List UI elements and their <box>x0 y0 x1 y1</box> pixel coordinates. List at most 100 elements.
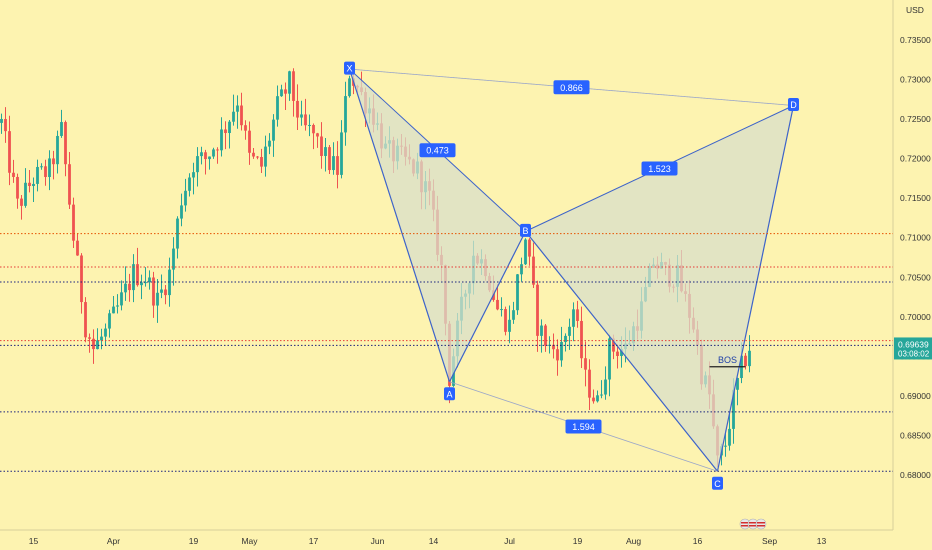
candle-body <box>140 282 143 286</box>
time-axis[interactable]: 15 Apr 19 May 17 Jun 14 Jul 19 Aug 16 Sep 13 <box>29 536 827 546</box>
candle-body <box>516 274 519 311</box>
candle-body <box>112 306 115 314</box>
candle-body <box>52 158 55 165</box>
current-price-bg <box>894 337 932 360</box>
candle-body <box>64 122 67 165</box>
price-tick-label: 0.72000 <box>900 154 931 164</box>
point-badge-text: A <box>446 389 452 399</box>
candle-body <box>340 132 343 175</box>
candle-body <box>100 336 103 341</box>
candle-body <box>744 355 747 367</box>
candle-body <box>76 240 79 256</box>
pattern-triangle-bcd <box>525 105 794 472</box>
candle-body <box>332 156 335 171</box>
candle-body <box>188 177 191 191</box>
candle-body <box>192 172 195 178</box>
time-tick-label: 14 <box>429 536 439 546</box>
pattern-point-d[interactable]: D <box>788 98 799 111</box>
pattern-triangle-xab <box>349 69 526 382</box>
candle-body <box>724 445 727 447</box>
candle-body <box>228 121 231 134</box>
pattern-point-x[interactable]: X <box>344 61 355 75</box>
candle-body <box>68 164 71 205</box>
time-tick-label: 15 <box>29 536 39 546</box>
candle-body <box>556 349 559 361</box>
candle-body <box>268 140 271 147</box>
time-tick-label: Jun <box>371 536 385 546</box>
candle-body <box>600 394 603 396</box>
flag-stripe <box>741 525 749 527</box>
candle-body <box>24 182 27 206</box>
ratio-label-xb[interactable]: 0.473 <box>419 143 456 158</box>
candle-body <box>232 111 235 122</box>
candle-body <box>156 292 159 306</box>
candle-body <box>144 282 147 284</box>
point-badge-text: X <box>346 64 352 74</box>
candle-body <box>0 118 3 123</box>
candle-body <box>496 299 499 310</box>
candle-body <box>196 156 199 173</box>
time-tick-label: Aug <box>626 536 641 546</box>
pattern-point-a[interactable]: A <box>444 387 455 401</box>
candle-body <box>152 277 155 306</box>
candle-body <box>308 124 311 126</box>
candle-body <box>20 198 23 206</box>
candle-body <box>508 319 511 332</box>
candle-body <box>584 358 587 370</box>
candle-body <box>84 302 87 338</box>
candle-body <box>512 310 515 320</box>
candle-body <box>16 176 19 199</box>
candle-body <box>276 96 279 120</box>
candle-body <box>120 292 123 306</box>
point-badge-text: B <box>522 226 528 236</box>
ratio-label-ac[interactable]: 1.594 <box>565 419 602 434</box>
candle-body <box>748 350 751 367</box>
candle-body <box>344 96 347 133</box>
flag-stripe <box>749 522 757 524</box>
candle-body <box>88 337 91 339</box>
candle-body <box>568 326 571 336</box>
candle-body <box>212 149 215 157</box>
candle-body <box>48 158 51 178</box>
candle-body <box>256 156 259 158</box>
candle-body <box>136 264 139 286</box>
ratio-label-ac-text: 1.594 <box>572 422 595 432</box>
candle-body <box>592 397 595 402</box>
candle-body <box>244 125 247 131</box>
candle-body <box>260 156 263 167</box>
ratio-label-xb-text: 0.473 <box>426 146 449 156</box>
pattern-point-c[interactable]: C <box>712 476 723 490</box>
time-tick-label: Apr <box>107 536 120 546</box>
candle-body <box>300 114 303 118</box>
point-badge-text: D <box>790 100 797 110</box>
candle-body <box>280 89 283 97</box>
candle-body <box>200 152 203 157</box>
candle-body <box>104 328 107 337</box>
economic-event-icons[interactable] <box>739 518 767 530</box>
candle-body <box>572 309 575 327</box>
ratio-label-bd[interactable]: 1.523 <box>641 161 678 176</box>
candle-body <box>160 289 163 293</box>
pattern-point-b[interactable]: B <box>520 223 531 237</box>
us-flag-icon[interactable] <box>755 518 767 530</box>
point-badge-bg <box>520 223 531 237</box>
harmonic-pattern <box>348 68 795 472</box>
candle-body <box>248 130 251 153</box>
candle-body <box>116 305 119 307</box>
candle-body <box>304 114 307 126</box>
price-tick-label: 0.71500 <box>900 193 931 203</box>
pattern-leg-bc <box>525 231 718 472</box>
flag-stripe <box>749 525 757 527</box>
candle-body <box>92 338 95 350</box>
candle-body <box>324 147 327 156</box>
candle-body <box>208 156 211 160</box>
candle-body <box>8 131 11 173</box>
point-badge-bg <box>712 476 723 490</box>
candle-body <box>216 149 219 151</box>
flag-stripe <box>741 522 749 524</box>
candle-body <box>288 71 291 94</box>
candle-body <box>284 89 287 94</box>
ratio-label-xd[interactable]: 0.866 <box>553 80 590 95</box>
